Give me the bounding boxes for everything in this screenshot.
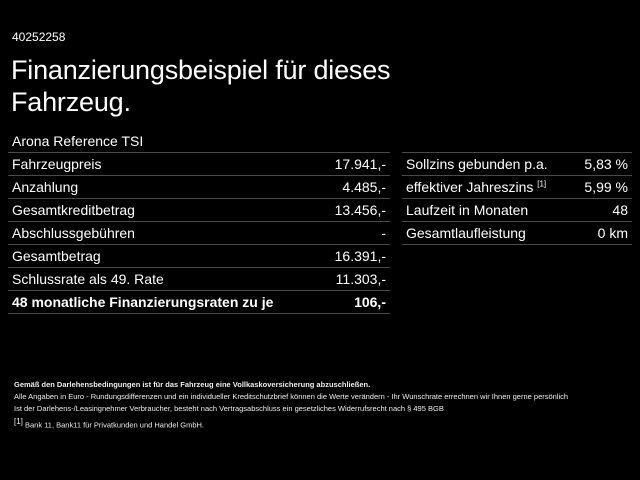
- interest-table: Sollzins gebunden p.a. 5,83 % effektiver …: [402, 152, 632, 245]
- table-row: Laufzeit in Monaten 48: [402, 198, 632, 222]
- row-value: 16.391,-: [321, 244, 390, 268]
- row-value: 0 km: [573, 221, 632, 245]
- row-label: Abschlussgebühren: [8, 221, 321, 245]
- financing-table: Fahrzeugpreis 17.941,- Anzahlung 4.485,- G…: [8, 152, 390, 314]
- row-label: 48 monatliche Finanzierungsraten zu je: [8, 290, 321, 314]
- row-label: Fahrzeugpreis: [8, 152, 321, 176]
- row-label: Gesamtkreditbetrag: [8, 198, 321, 222]
- row-label: Gesamtbetrag: [8, 244, 321, 268]
- row-label: effektiver Jahreszins: [406, 179, 534, 195]
- table-row: Gesamtkreditbetrag 13.456,-: [8, 198, 390, 222]
- table-row: effektiver Jahreszins [1] 5,99 %: [402, 175, 632, 199]
- footnote-ref: [1]: [537, 179, 547, 189]
- row-value: -: [321, 221, 390, 245]
- model-name: Arona Reference TSI: [12, 133, 144, 149]
- table-row: Sollzins gebunden p.a. 5,83 %: [402, 152, 632, 176]
- vehicle-code: 40252258: [12, 30, 66, 44]
- table-row: Schlussrate als 49. Rate 11.303,-: [8, 267, 390, 291]
- page-title: Finanzierungsbeispiel für dieses Fahrzeu…: [11, 55, 391, 117]
- row-label: Anzahlung: [8, 175, 321, 199]
- monthly-rate-row: 48 monatliche Finanzierungsraten zu je 10…: [8, 290, 390, 314]
- row-value: 17.941,-: [321, 152, 390, 176]
- row-value: 106,-: [321, 290, 390, 314]
- row-label: Schlussrate als 49. Rate: [8, 267, 321, 291]
- row-label: Sollzins gebunden p.a.: [402, 152, 574, 176]
- row-value: 11.303,-: [321, 267, 390, 291]
- row-value: 4.485,-: [321, 175, 390, 199]
- row-value: 48: [573, 198, 632, 222]
- footnote: [1] Bank 11, Bank11 für Privatkunden und…: [14, 415, 568, 432]
- table-row: Gesamtbetrag 16.391,-: [8, 244, 390, 268]
- disclaimer-line: Ist der Darlehens-/Leasingnehmer Verbrau…: [14, 404, 444, 413]
- insurance-note: Gemäß den Darlehensbedingungen ist für d…: [14, 380, 371, 389]
- row-label: Laufzeit in Monaten: [402, 198, 574, 222]
- row-label: Gesamtlaufleistung: [402, 221, 574, 245]
- row-value: 5,99 %: [573, 175, 632, 199]
- row-label-cell: effektiver Jahreszins [1]: [402, 175, 574, 199]
- table-row: Abschlussgebühren -: [8, 221, 390, 245]
- legal-notes: Gemäß den Darlehensbedingungen ist für d…: [14, 378, 568, 432]
- row-value: 5,83 %: [573, 152, 632, 176]
- table-row: Anzahlung 4.485,-: [8, 175, 390, 199]
- footnote-mark: [1]: [14, 417, 23, 426]
- table-row: Fahrzeugpreis 17.941,-: [8, 152, 390, 176]
- table-row: Gesamtlaufleistung 0 km: [402, 221, 632, 245]
- footnote-text: Bank 11, Bank11 für Privatkunden und Han…: [25, 420, 204, 430]
- disclaimer-line: Alle Angaben in Euro - Rundungsdifferenz…: [14, 392, 569, 401]
- row-value: 13.456,-: [321, 198, 390, 222]
